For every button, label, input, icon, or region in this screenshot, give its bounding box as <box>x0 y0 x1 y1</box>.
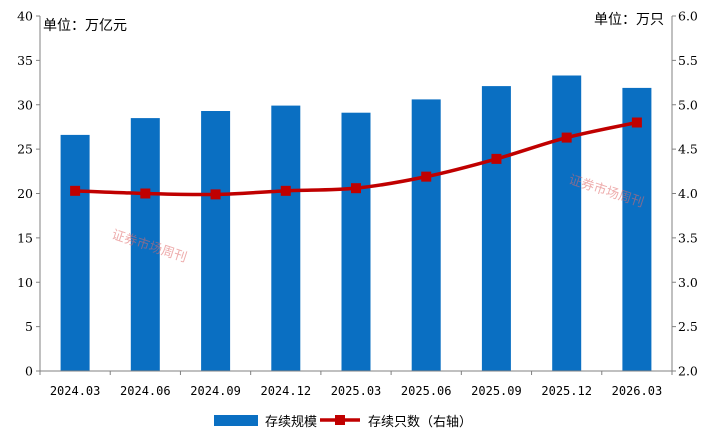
line-marker-2025.03 <box>351 183 361 194</box>
left-axis-unit-label: 单位：万亿元 <box>43 18 127 34</box>
line-marker-2024.12 <box>280 185 291 196</box>
x-tick-label: 2024.06 <box>120 384 171 398</box>
line-marker-2025.12 <box>561 132 572 143</box>
left-tick-label: 20 <box>17 186 33 201</box>
left-tick-label: 40 <box>17 9 33 24</box>
axes <box>36 15 676 375</box>
right-axis-unit-label: 单位：万只 <box>594 12 664 28</box>
left-tick-label: 25 <box>17 142 33 157</box>
left-tick-label: 0 <box>25 364 33 379</box>
bar-2024.12 <box>271 105 301 371</box>
line-marker-2024.03 <box>70 185 81 196</box>
legend-swatch-bar <box>214 415 258 426</box>
x-tick-label: 2025.03 <box>331 384 382 398</box>
line-marker-2025.09 <box>491 153 502 164</box>
bar-2025.12 <box>552 75 582 371</box>
bar-2026.03 <box>622 87 652 372</box>
legend-label-line: 存续只数（右轴） <box>368 415 472 430</box>
bar-series <box>60 75 652 372</box>
bar-2024.09 <box>201 111 231 371</box>
x-tick-label: 2025.12 <box>541 384 592 398</box>
bar-2025.09 <box>481 86 511 371</box>
right-tick-label: 5.5 <box>678 53 698 68</box>
line-marker-2024.09 <box>210 189 221 200</box>
left-tick-label: 35 <box>17 53 33 68</box>
bar-2025.03 <box>341 112 371 371</box>
legend: 存续规模 存续只数（右轴） <box>214 415 472 430</box>
left-tick-label: 30 <box>17 97 33 112</box>
legend-swatch-marker <box>335 415 345 425</box>
right-tick-label: 2.5 <box>678 319 698 334</box>
right-tick-label: 3.0 <box>678 275 698 290</box>
x-tick-label: 2024.03 <box>50 384 101 398</box>
right-tick-label: 4.0 <box>678 186 698 201</box>
legend-label-bar: 存续规模 <box>265 415 317 430</box>
bar-2025.06 <box>411 99 441 372</box>
left-tick-label: 5 <box>25 319 33 334</box>
line-series <box>70 117 642 200</box>
line-marker-2026.03 <box>631 117 642 128</box>
line-marker-2025.06 <box>421 171 432 182</box>
left-tick-label: 15 <box>17 230 33 245</box>
right-tick-label: 6.0 <box>678 9 698 24</box>
right-tick-label: 2.0 <box>678 364 698 379</box>
x-tick-label: 2025.06 <box>401 384 452 398</box>
x-tick-label: 2025.09 <box>471 384 522 398</box>
bar-2024.03 <box>60 134 90 371</box>
right-tick-label: 5.0 <box>678 97 698 112</box>
x-tick-label: 2024.12 <box>260 384 311 398</box>
left-tick-label: 10 <box>17 275 33 290</box>
right-tick-label: 4.5 <box>678 142 698 157</box>
x-tick-label: 2026.03 <box>612 384 663 398</box>
x-tick-label: 2024.09 <box>190 384 241 398</box>
line-marker-2024.06 <box>140 188 151 199</box>
bar-2024.06 <box>130 118 160 371</box>
right-tick-label: 3.5 <box>678 230 698 245</box>
tick-labels: 0 5 10 15 20 25 30 35 40 2.0 2.5 3.0 3.5 4.0 4.5 5.0 5.5… <box>17 9 698 399</box>
